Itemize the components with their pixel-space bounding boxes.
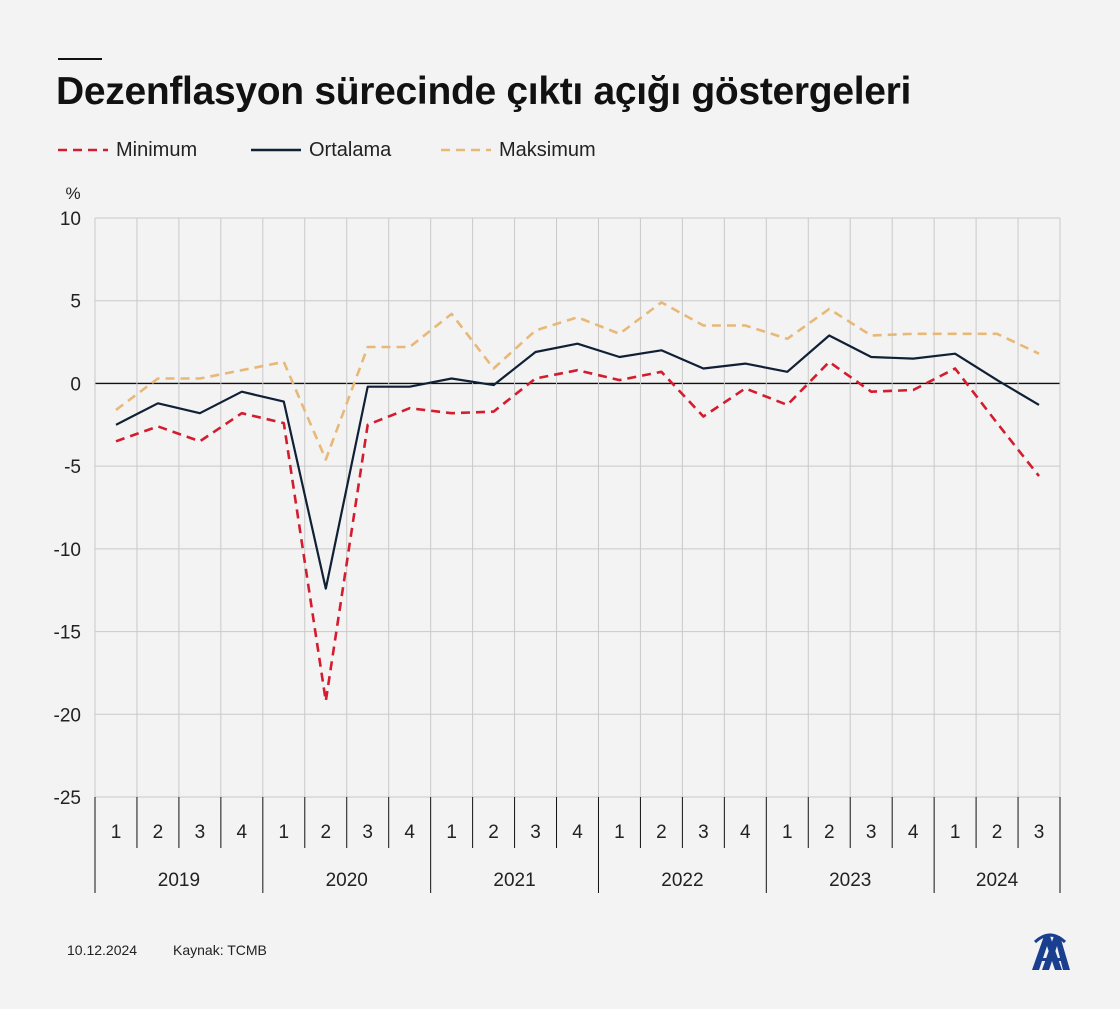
x-tick-label: 4 [404,822,415,843]
x-tick-label: 3 [195,822,206,843]
x-tick-label: 3 [866,822,877,843]
y-tick-label: -10 [54,540,81,561]
legend-label-maksimum: Maksimum [499,138,596,161]
y-tick-label: -5 [64,457,81,478]
x-tick-label: 1 [950,822,961,843]
legend-item-ortalama: Ortalama [251,138,391,162]
x-tick-label: 1 [446,822,457,843]
y-unit-label: % [65,184,80,203]
x-tick-label: 3 [530,822,541,843]
x-tick-label: 3 [698,822,709,843]
series-line-ortalama [115,334,1040,590]
line-chart: 10 5 0 -5 -10 -15 -20 -25% 1 2 3 4 1 2 3 4 1 2 3 4 1 2 3 4 1 2 3 4 1… [54,184,1061,893]
year-label: 2021 [493,870,535,891]
legend-item-minimum: Minimum [58,138,197,162]
x-tick-label: 1 [111,822,122,843]
y-tick-label: 5 [70,292,81,313]
legend-label-minimum: Minimum [116,138,198,161]
legend-label-ortalama: Ortalama [309,138,392,161]
y-tick-label: -15 [54,623,81,644]
year-label: 2024 [976,870,1019,891]
y-tick-label: 10 [60,209,81,230]
year-label: 2022 [661,870,703,891]
x-tick-label: 1 [279,822,290,843]
series-line-maksimum [115,301,1040,461]
x-tick-label: 4 [740,822,751,843]
x-tick-label: 2 [824,822,835,843]
y-tick-label: -20 [54,705,81,726]
x-tick-label: 2 [153,822,164,843]
x-tick-label: 2 [992,822,1003,843]
x-tick-label: 2 [488,822,499,843]
x-tick-label: 1 [614,822,625,843]
x-tick-label: 2 [320,822,331,843]
legend-swatch-maksimum [441,148,491,152]
x-tick-label: 3 [1034,822,1045,843]
page-title: Dezenflasyon sürecinde çıktı açığı göste… [56,70,912,113]
x-tick-label: 3 [362,822,373,843]
y-tick-label: 0 [70,374,81,395]
footer-date: 10.12.2024 [67,942,138,958]
x-tick-label: 1 [782,822,793,843]
x-tick-label: 4 [908,822,919,843]
x-tick-label: 2 [656,822,667,843]
title-rule [58,58,102,60]
x-tick-label: 4 [572,822,583,843]
year-label: 2019 [158,870,200,891]
series-line-minimum [115,360,1041,703]
x-tick-label: 4 [237,822,248,843]
year-label: 2020 [326,870,368,891]
legend-swatch-ortalama [251,148,301,152]
year-label: 2023 [829,870,871,891]
legend-swatch-minimum [58,148,108,152]
legend-item-maksimum: Maksimum [441,138,596,162]
y-tick-label: -25 [54,788,81,809]
anadolu-agency-logo-icon [1032,933,1070,970]
footer-source: Kaynak: TCMB [173,942,267,958]
